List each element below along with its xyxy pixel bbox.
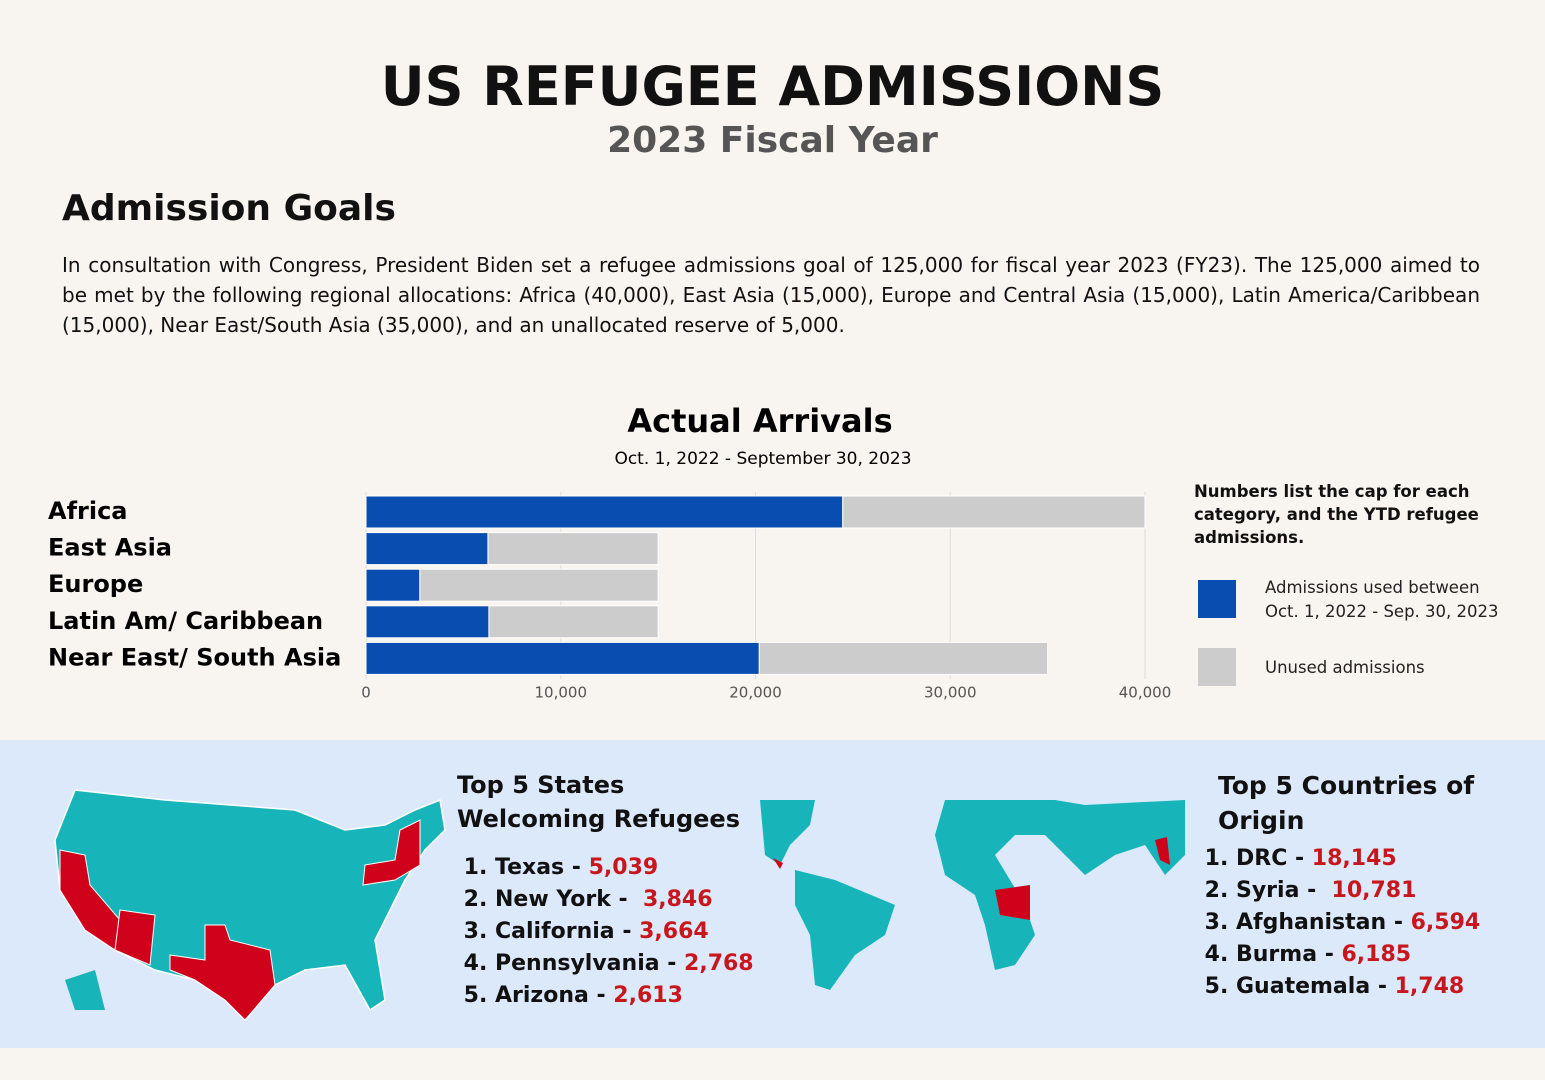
list-item: Guatemala - 1,748 — [1236, 971, 1480, 1003]
goals-heading: Admission Goals — [62, 188, 396, 229]
states-title: Top 5 States Welcoming Refugees — [457, 771, 740, 833]
category-label: Latin Am/ Caribbean — [48, 607, 323, 635]
x-tick-label: 10,000 — [535, 684, 588, 702]
note: Numbers list the cap for each category, … — [1194, 482, 1479, 547]
chart-subtitle: Oct. 1, 2022 - September 30, 2023 — [614, 449, 911, 469]
states-list: Texas - 5,039New York - 3,846California … — [455, 852, 754, 1012]
item-name: Texas - — [495, 855, 589, 880]
bar — [365, 568, 421, 602]
x-tick-label: 30,000 — [924, 684, 977, 702]
item-value: 6,594 — [1410, 910, 1481, 935]
list-item: Syria - 10,781 — [1236, 875, 1480, 907]
legend-swatch — [1198, 580, 1236, 618]
bar — [488, 605, 659, 639]
list-item: Burma - 6,185 — [1236, 939, 1480, 971]
item-value: 2,768 — [684, 951, 754, 976]
item-name: Pennsylvania - — [495, 951, 685, 976]
item-value: 2,613 — [613, 983, 683, 1008]
x-tick-label: 0 — [361, 684, 371, 702]
item-value: 10,781 — [1331, 878, 1417, 903]
bar — [842, 495, 1146, 529]
legend-item: Admissions used between Oct. 1, 2022 - S… — [1265, 578, 1499, 621]
legend-label: Unused admissions — [1265, 658, 1425, 677]
page-subtitle: 2023 Fiscal Year — [607, 120, 938, 161]
world-map — [760, 800, 1185, 990]
item-name: Afghanistan - — [1236, 910, 1411, 935]
note-text: Numbers list the cap for each category, … — [1194, 482, 1479, 547]
bar — [365, 641, 760, 675]
item-value: 3,664 — [639, 919, 709, 944]
list-item: California - 3,664 — [495, 916, 754, 948]
bar — [365, 532, 489, 566]
bar — [365, 605, 490, 639]
page-title: US REFUGEE ADMISSIONS — [380, 55, 1165, 118]
legend-swatch — [1198, 648, 1236, 686]
list-item: DRC - 18,145 — [1236, 843, 1480, 875]
list-item: Texas - 5,039 — [495, 852, 754, 884]
item-name: Arizona - — [495, 983, 614, 1008]
chart: Actual Arrivals Oct. 1, 2022 - September… — [48, 402, 1499, 702]
us-map — [54, 789, 446, 1022]
item-value: 6,185 — [1341, 942, 1412, 967]
goals-text: In consultation with Congress, President… — [62, 253, 1480, 337]
list-item: Afghanistan - 6,594 — [1236, 907, 1480, 939]
item-name: New York - — [495, 887, 643, 912]
chart-title: Actual Arrivals — [627, 402, 892, 440]
item-name: Guatemala - — [1236, 974, 1395, 999]
countries-list: DRC - 18,145Syria - 10,781Afghanistan - … — [1196, 843, 1480, 1003]
bar — [758, 641, 1049, 675]
x-tick-label: 20,000 — [729, 684, 782, 702]
item-name: California - — [495, 919, 640, 944]
category-label: Africa — [48, 497, 128, 525]
item-value: 1,748 — [1394, 974, 1465, 999]
category-label: Europe — [48, 570, 143, 598]
item-value: 3,846 — [642, 887, 713, 912]
bar — [419, 568, 659, 602]
legend-label: Admissions used between Oct. 1, 2022 - S… — [1265, 578, 1499, 621]
item-name: Syria - — [1236, 878, 1332, 903]
legend-item: Unused admissions — [1265, 658, 1425, 677]
list-item: New York - 3,846 — [495, 884, 754, 916]
item-name: DRC - — [1236, 846, 1312, 871]
countries-title: Top 5 Countries of Origin — [1218, 771, 1475, 835]
bar — [365, 495, 844, 529]
category-label: East Asia — [48, 534, 172, 562]
item-value: 18,145 — [1311, 846, 1397, 871]
item-value: 5,039 — [588, 855, 659, 880]
item-name: Burma - — [1236, 942, 1342, 967]
list-item: Arizona - 2,613 — [495, 980, 754, 1012]
category-label: Near East/ South Asia — [48, 643, 341, 671]
x-tick-label: 40,000 — [1119, 684, 1172, 702]
list-item: Pennsylvania - 2,768 — [495, 948, 754, 980]
bar — [487, 532, 659, 566]
